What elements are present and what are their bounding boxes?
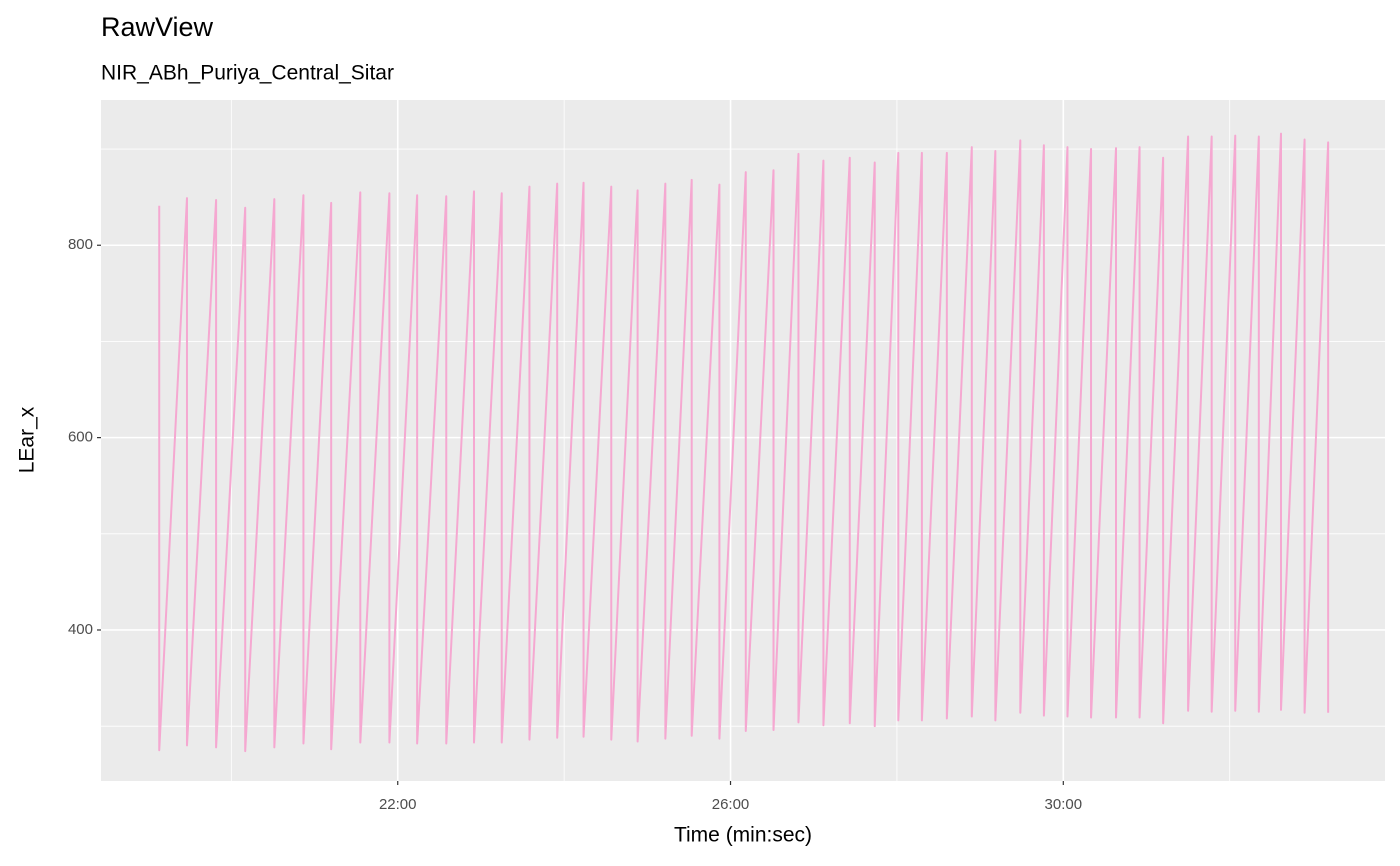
plot-panel [101, 100, 1385, 781]
x-tick-label: 30:00 [1045, 796, 1083, 813]
y-tick-label: 400 [68, 621, 93, 638]
chart-subtitle: NIR_ABh_Puriya_Central_Sitar [101, 62, 394, 85]
y-tick-label: 800 [68, 236, 93, 253]
chart-title: RawView [101, 12, 214, 42]
y-axis-title: LEar_x [16, 406, 39, 473]
x-tick-label: 26:00 [712, 796, 750, 813]
x-tick-label: 22:00 [379, 796, 417, 813]
y-tick-label: 600 [68, 429, 93, 446]
x-axis-title: Time (min:sec) [674, 824, 812, 847]
data-line [158, 132, 1330, 753]
